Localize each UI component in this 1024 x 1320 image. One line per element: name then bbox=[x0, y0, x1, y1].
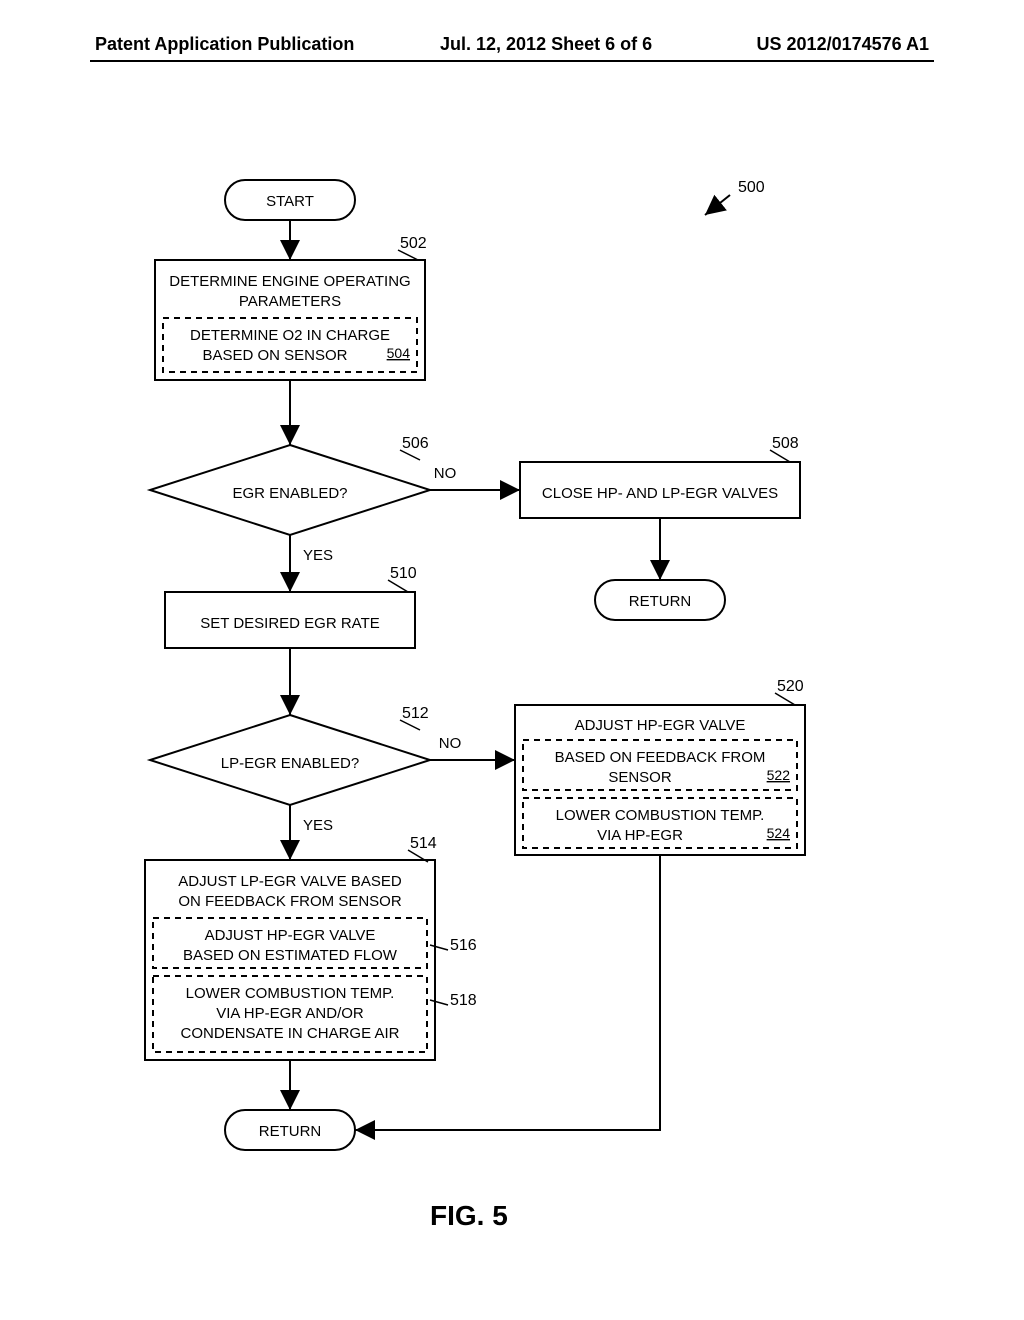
n514-ref: 514 bbox=[410, 835, 437, 852]
n518-line2: VIA HP-EGR AND/OR bbox=[216, 1005, 364, 1022]
node-return-1: RETURN bbox=[595, 580, 725, 620]
n524-line1: LOWER COMBUSTION TEMP. bbox=[556, 807, 765, 824]
n516-line2: BASED ON ESTIMATED FLOW bbox=[183, 947, 398, 964]
diagram-ref: 500 bbox=[738, 179, 765, 196]
n510-line1: SET DESIRED EGR RATE bbox=[200, 615, 379, 632]
node-start: START bbox=[225, 180, 355, 220]
page: Patent Application Publication Jul. 12, … bbox=[0, 0, 1024, 1320]
ret2-label: RETURN bbox=[259, 1123, 322, 1140]
edge-512-no: NO bbox=[439, 735, 462, 752]
n506-ref: 506 bbox=[402, 435, 429, 452]
n522-line2: SENSOR bbox=[608, 769, 672, 786]
n518-ref: 518 bbox=[450, 992, 477, 1009]
n508-ref: 508 bbox=[772, 435, 799, 452]
edge-506-no: NO bbox=[434, 465, 457, 482]
n516-ref: 516 bbox=[450, 937, 477, 954]
n512-label: LP-EGR ENABLED? bbox=[221, 755, 359, 772]
page-header: Patent Application Publication Jul. 12, … bbox=[90, 60, 934, 92]
n518-line1: LOWER COMBUSTION TEMP. bbox=[186, 985, 395, 1002]
n510-ref: 510 bbox=[390, 565, 417, 582]
node-return-2: RETURN bbox=[225, 1110, 355, 1150]
n522-line1: BASED ON FEEDBACK FROM bbox=[555, 749, 766, 766]
n522-ref: 522 bbox=[767, 767, 791, 783]
diagram-ref-marker: 500 bbox=[705, 179, 765, 215]
figure-label: FIG. 5 bbox=[430, 1200, 508, 1232]
flowchart: 500 START DETERMINE ENGINE OPERATING PAR… bbox=[0, 100, 1024, 1200]
n502-line1: DETERMINE ENGINE OPERATING bbox=[169, 273, 410, 290]
n524-line2: VIA HP-EGR bbox=[597, 827, 683, 844]
n506-label: EGR ENABLED? bbox=[232, 485, 347, 502]
header-right: US 2012/0174576 A1 bbox=[757, 34, 929, 55]
n518-line3: CONDENSATE IN CHARGE AIR bbox=[181, 1025, 400, 1042]
n514-line1: ADJUST LP-EGR VALVE BASED bbox=[178, 873, 402, 890]
node-514: ADJUST LP-EGR VALVE BASED ON FEEDBACK FR… bbox=[145, 835, 477, 1060]
n504-line2: BASED ON SENSOR bbox=[202, 347, 347, 364]
node-520: ADJUST HP-EGR VALVE BASED ON FEEDBACK FR… bbox=[515, 678, 805, 855]
n504-line1: DETERMINE O2 IN CHARGE bbox=[190, 327, 390, 344]
n512-ref: 512 bbox=[402, 705, 429, 722]
n520-line1: ADJUST HP-EGR VALVE bbox=[575, 717, 746, 734]
start-label: START bbox=[266, 193, 314, 210]
n502-line2: PARAMETERS bbox=[239, 293, 341, 310]
node-512: LP-EGR ENABLED? 512 bbox=[150, 705, 430, 805]
n508-line1: CLOSE HP- AND LP-EGR VALVES bbox=[542, 485, 778, 502]
n524-ref: 524 bbox=[767, 825, 791, 841]
node-506: EGR ENABLED? 506 bbox=[150, 435, 430, 535]
n502-ref: 502 bbox=[400, 235, 427, 252]
n516-line1: ADJUST HP-EGR VALVE bbox=[205, 927, 376, 944]
n520-ref: 520 bbox=[777, 678, 804, 695]
n504-ref: 504 bbox=[387, 345, 411, 361]
edge-512-yes: YES bbox=[303, 817, 333, 834]
header-mid: Jul. 12, 2012 Sheet 6 of 6 bbox=[440, 34, 652, 55]
ret1-label: RETURN bbox=[629, 593, 692, 610]
node-508: CLOSE HP- AND LP-EGR VALVES 508 bbox=[520, 435, 800, 518]
n514-line2: ON FEEDBACK FROM SENSOR bbox=[178, 893, 402, 910]
edge-506-yes: YES bbox=[303, 547, 333, 564]
header-left: Patent Application Publication bbox=[95, 34, 354, 55]
